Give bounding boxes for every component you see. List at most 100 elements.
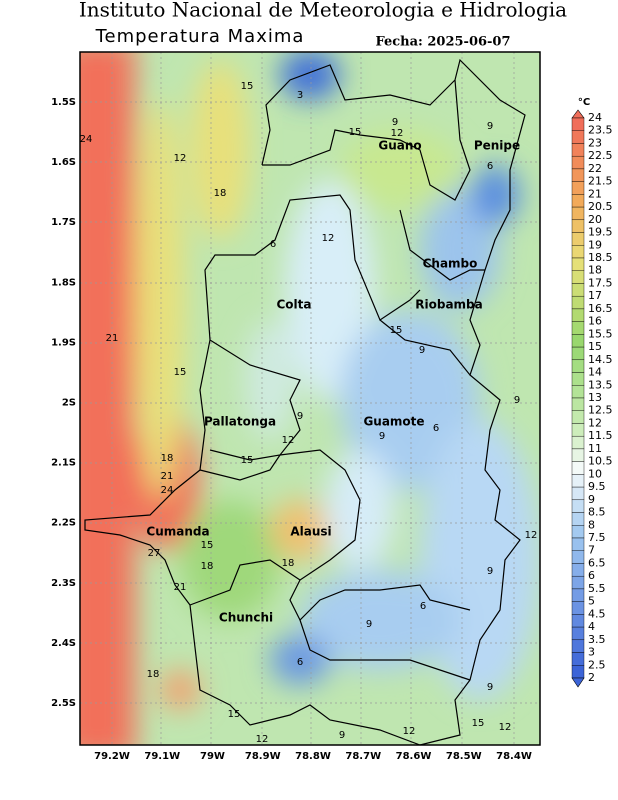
colorbar-swatch <box>571 448 585 462</box>
subtitle: Temperatura Maxima <box>95 26 305 47</box>
colorbar-swatch <box>571 397 585 411</box>
colorbar-label: 4 <box>588 620 595 633</box>
lon-label: 79W <box>200 751 225 762</box>
contour-label: 9 <box>487 682 493 693</box>
temperature-field <box>80 52 540 745</box>
colorbar-label: 17.5 <box>588 276 613 289</box>
colorbar-swatch <box>571 359 585 373</box>
colorbar-swatch <box>571 537 585 551</box>
colorbar-label: 10 <box>588 467 602 480</box>
contour-label: 12 <box>525 530 538 541</box>
contour-label: 18 <box>214 188 227 199</box>
colorbar-swatch <box>571 410 585 424</box>
title: Instituto Nacional de Meteorologia e Hid… <box>79 0 567 22</box>
colorbar-label: 24 <box>588 111 602 124</box>
lon-label: 78.9W <box>245 751 281 762</box>
lon-label: 78.8W <box>295 751 331 762</box>
colorbar-label: 7.5 <box>588 531 606 544</box>
colorbar-label: 21.5 <box>588 175 613 188</box>
grid <box>80 52 540 745</box>
colorbar-swatch <box>571 665 585 679</box>
contour-label: 18 <box>282 558 295 569</box>
colorbar-swatch <box>571 626 585 641</box>
colorbar-label: 16 <box>588 315 602 328</box>
contour-label: 6 <box>433 423 439 434</box>
colorbar-label: 23 <box>588 136 602 149</box>
colorbar-label: 13.5 <box>588 378 613 391</box>
contour-label: 15 <box>174 367 187 378</box>
colorbar-label: 22 <box>588 162 602 175</box>
contour-label: 12 <box>403 726 416 737</box>
contour-label: 15 <box>472 718 485 729</box>
colorbar-label: 6.5 <box>588 556 606 569</box>
contour-label: 12 <box>391 128 404 139</box>
colorbar-label: 8 <box>588 518 595 531</box>
colorbar-label: 6 <box>588 569 595 582</box>
contour-label: 12 <box>282 435 295 446</box>
colorbar-label: 13 <box>588 391 602 404</box>
lat-label: 1.7S <box>51 217 76 228</box>
colorbar-label: 15 <box>588 340 602 353</box>
colorbar-swatch <box>571 435 585 450</box>
colorbar-swatch <box>571 525 585 539</box>
contour-label: 9 <box>419 345 425 356</box>
contour-label: 9 <box>392 117 398 128</box>
contour-label: 27 <box>148 548 161 559</box>
colorbar-swatch <box>571 652 585 666</box>
lat-label: 2.3S <box>51 578 76 589</box>
contour-label: 12 <box>322 233 335 244</box>
colorbar-swatch <box>571 588 585 602</box>
colorbar-swatch <box>571 232 585 246</box>
lat-label: 2.2S <box>51 518 76 529</box>
colorbar-swatch <box>571 308 585 322</box>
lat-label: 2.4S <box>51 638 76 649</box>
colorbar-swatch <box>571 550 585 564</box>
colorbar-label: 12 <box>588 416 602 429</box>
colorbar-label: 8.5 <box>588 506 606 519</box>
contour-label: 15 <box>241 81 254 92</box>
colorbar-swatch <box>571 257 585 271</box>
contour-label: 9 <box>487 566 493 577</box>
colorbar-bottom <box>571 677 585 688</box>
colorbar-label: 11.5 <box>588 429 613 442</box>
colorbar-swatch <box>571 575 585 590</box>
lon-label: 78.7W <box>345 751 381 762</box>
date: Fecha: 2025-06-07 <box>375 35 510 50</box>
contour-label: 9 <box>339 730 345 741</box>
colorbar-label: 18 <box>588 264 602 277</box>
colorbar-swatch <box>571 474 585 488</box>
contour-label: 15 <box>201 540 214 551</box>
contour-label: 15 <box>228 709 241 720</box>
colorbar-swatch <box>571 181 585 195</box>
contour-label: 15 <box>241 455 254 466</box>
region-label: Chambo <box>423 257 478 271</box>
lon-label: 79.2W <box>94 751 130 762</box>
colorbar-swatch <box>571 461 585 475</box>
colorbar-label: 2 <box>588 671 595 684</box>
colorbar-swatch <box>571 206 585 221</box>
colorbar-label: 16.5 <box>588 302 613 315</box>
colorbar-label: 3 <box>588 646 595 659</box>
contour-label: 3 <box>297 90 303 101</box>
colorbar-label: 4.5 <box>588 607 606 620</box>
colorbar-swatch <box>571 385 585 399</box>
lon-label: 78.6W <box>396 751 432 762</box>
region-label: Guamote <box>363 415 424 429</box>
region-label: Penipe <box>474 139 520 153</box>
contour-label: 15 <box>390 325 403 336</box>
region-label: Pallatonga <box>204 415 276 429</box>
contour-label: 24 <box>80 134 93 145</box>
contour-label: 24 <box>161 485 174 496</box>
contour-label: 6 <box>487 161 493 172</box>
contour-label: 18 <box>147 669 160 680</box>
colorbar-label: 14 <box>588 366 602 379</box>
colorbar-label: 12.5 <box>588 404 613 417</box>
colorbar-label: 10.5 <box>588 455 613 468</box>
colorbar-swatch <box>571 321 585 335</box>
colorbar-swatch <box>571 563 585 577</box>
colorbar-swatch <box>571 346 585 361</box>
contour-label: 9 <box>379 431 385 442</box>
contour-label: 9 <box>514 395 520 406</box>
region-label: Cumanda <box>146 525 209 539</box>
colorbar-swatch <box>571 499 585 513</box>
